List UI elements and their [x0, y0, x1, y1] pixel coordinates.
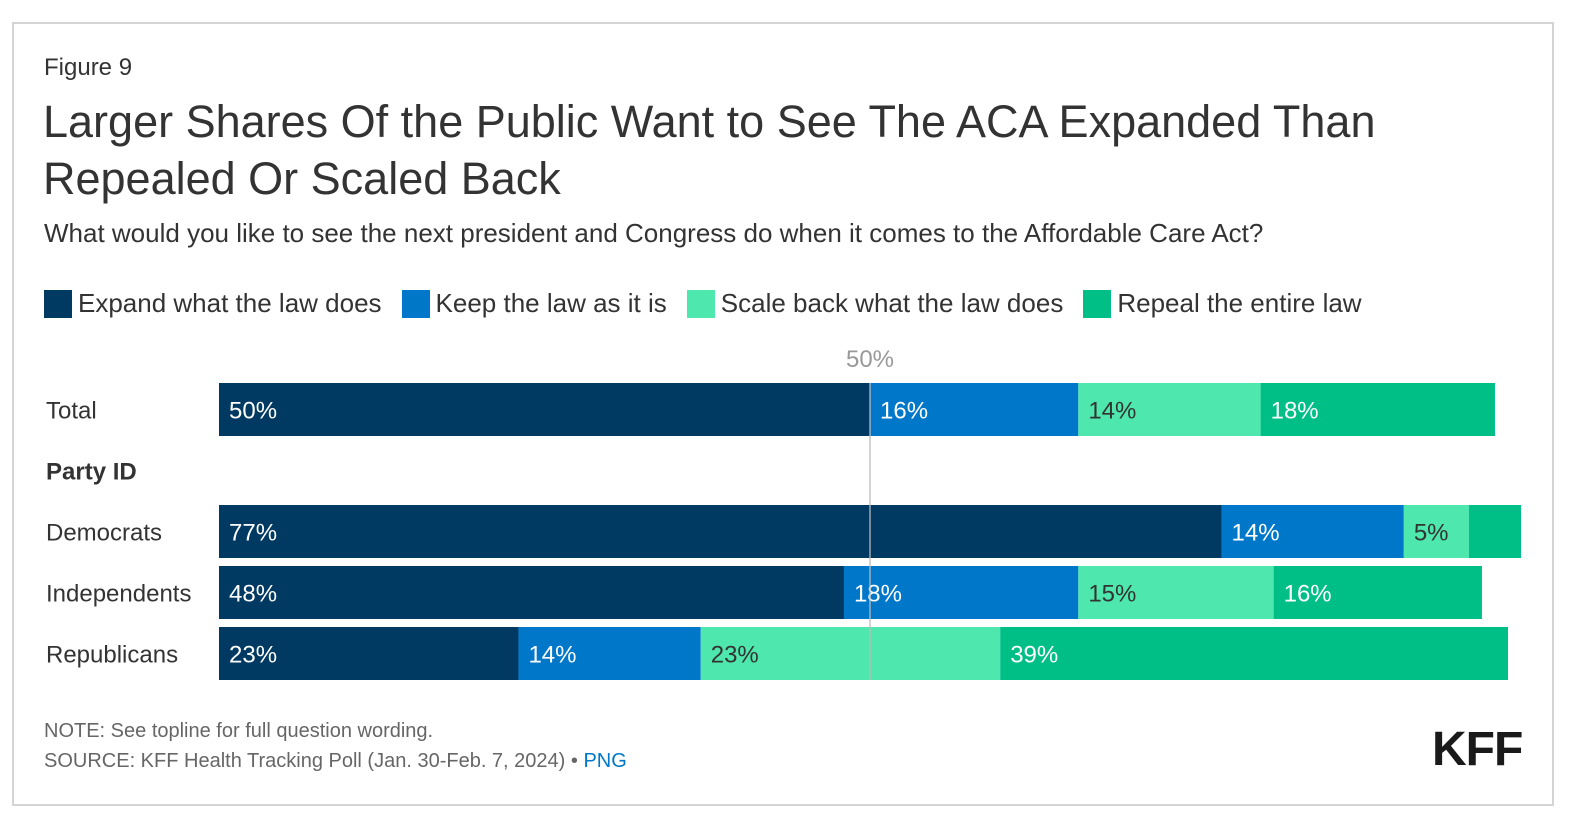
data-label: 77% [229, 520, 277, 547]
data-label: 23% [229, 642, 277, 669]
bar-segment [1221, 505, 1404, 558]
bar-segment [1273, 566, 1482, 619]
kff-logo: KFF [1432, 723, 1523, 776]
legend-label: Scale back what the law does [720, 288, 1064, 318]
legend-label: Expand what the law does [78, 288, 382, 318]
chart-legend: Expand what the law does Keep the law as … [44, 288, 1382, 319]
bar-segment [518, 627, 701, 680]
figure-frame [12, 22, 1554, 806]
png-download-link[interactable]: PNG [583, 750, 627, 772]
bar-segment [1078, 566, 1274, 619]
data-label: 16% [880, 398, 928, 425]
row-label: Democrats [46, 520, 162, 547]
data-label: 18% [1271, 398, 1319, 425]
bar-segment [843, 566, 1079, 619]
data-label: 15% [1088, 581, 1136, 608]
group-header: Party ID [46, 459, 137, 486]
row-label: Republicans [46, 642, 178, 669]
bar-segment [870, 383, 1079, 436]
legend-item-0: Expand what the law does [44, 288, 382, 319]
bar-segment [219, 383, 870, 436]
data-label: 14% [1232, 520, 1280, 547]
bar-segment [1403, 505, 1469, 558]
data-label: 14% [1088, 398, 1136, 425]
figure-label: Figure 9 [44, 54, 133, 81]
row-label: Independents [46, 581, 191, 608]
legend-item-3: Repeal the entire law [1083, 288, 1362, 319]
bar-segment [1468, 505, 1521, 558]
bar-segment [1000, 627, 1508, 680]
bar-segment [700, 627, 1001, 680]
source-separator: • [565, 750, 584, 772]
chart-source: SOURCE: KFF Health Tracking Poll (Jan. 3… [44, 750, 627, 773]
legend-swatch [686, 289, 715, 318]
data-label: 16% [1284, 581, 1332, 608]
bar-segment [219, 627, 519, 680]
legend-item-1: Keep the law as it is [401, 288, 667, 319]
bar-segment [219, 566, 844, 619]
bar-segment [1078, 383, 1261, 436]
bar-segment [1260, 383, 1495, 436]
data-label: 5% [1414, 520, 1449, 547]
row-label: Total [46, 398, 97, 425]
source-text: SOURCE: KFF Health Tracking Poll (Jan. 3… [44, 750, 566, 772]
legend-swatch [44, 289, 72, 318]
data-label: 14% [528, 642, 576, 669]
legend-item-2: Scale back what the law does [686, 288, 1064, 319]
chart-subtitle: What would you like to see the next pres… [44, 218, 1264, 248]
legend-label: Keep the law as it is [435, 288, 667, 318]
data-label: 50% [229, 398, 277, 425]
data-label: 39% [1010, 642, 1058, 669]
legend-swatch [401, 289, 430, 318]
bar-segment [219, 505, 1222, 558]
chart-title: Larger Shares Of the Public Want to See … [43, 96, 1376, 204]
chart-note: NOTE: See topline for full question word… [44, 720, 434, 742]
legend-label: Repeal the entire law [1117, 288, 1362, 318]
data-label: 18% [854, 581, 902, 608]
data-label: 23% [711, 642, 759, 669]
legend-swatch [1083, 289, 1112, 318]
data-label: 48% [229, 581, 277, 608]
reference-line-label: 50% [846, 346, 894, 373]
